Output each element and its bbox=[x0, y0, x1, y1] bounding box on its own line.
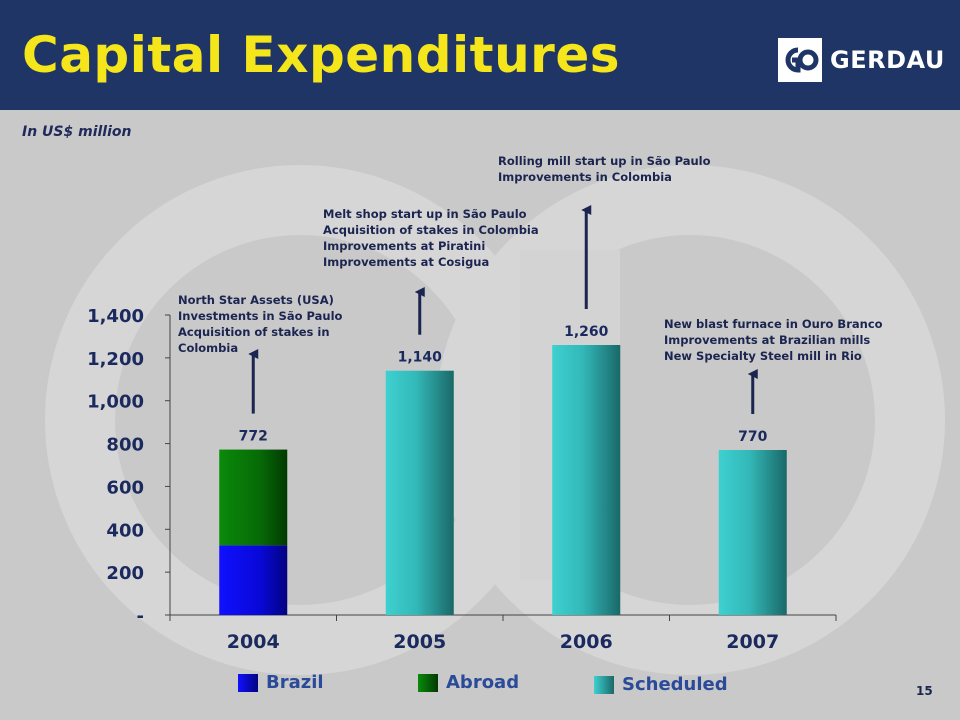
data-label-2007: 770 bbox=[738, 429, 767, 445]
bar-scheduled-2005 bbox=[385, 370, 454, 615]
legend-brazil-label: Brazil bbox=[266, 672, 324, 693]
y-tick-label: - bbox=[137, 606, 144, 627]
x-tick-label: 2006 bbox=[560, 631, 613, 653]
annotation-2004: North Star Assets (USA) Investments in Sã… bbox=[178, 292, 342, 356]
annotation-2006: Rolling mill start up in São Paulo Improv… bbox=[498, 153, 711, 185]
annotation-line: Colombia bbox=[178, 341, 239, 355]
logo-mark-icon bbox=[778, 38, 822, 82]
annotation-arrows bbox=[248, 205, 758, 414]
legend-scheduled: Scheduled bbox=[594, 674, 728, 695]
chart-bars bbox=[219, 345, 787, 615]
x-tick-label: 2004 bbox=[227, 631, 280, 653]
page-number: 15 bbox=[916, 684, 933, 698]
annotation-2005: Melt shop start up in São Paulo Acquisiti… bbox=[323, 206, 539, 270]
y-tick-label: 1,200 bbox=[87, 349, 144, 370]
y-tick-label: 400 bbox=[106, 520, 144, 541]
annotation-2007: New blast furnace in Ouro Branco Improvem… bbox=[664, 316, 883, 364]
legend-scheduled-swatch bbox=[594, 675, 614, 694]
legend-brazil-swatch bbox=[238, 673, 258, 692]
unit-subtitle: In US$ million bbox=[22, 124, 132, 140]
annotation-line: Rolling mill start up in São Paulo bbox=[498, 154, 711, 168]
chart-axes: - 200 400 600 800 1,000 1,200 1,400 2004 2005 2006… bbox=[87, 306, 837, 653]
annotation-line: New blast furnace in Ouro Branco bbox=[664, 317, 883, 331]
legend-abroad-swatch bbox=[418, 673, 438, 692]
chart-labels: 772 1,140 1,260 770 bbox=[239, 324, 768, 445]
legend-abroad-label: Abroad bbox=[446, 672, 520, 693]
logo-text: GERDAU bbox=[830, 46, 945, 74]
y-tick-label: 1,000 bbox=[87, 392, 144, 413]
legend-brazil: Brazil bbox=[238, 672, 324, 693]
y-tick-label: 200 bbox=[106, 563, 144, 584]
data-label-2004: 772 bbox=[239, 429, 268, 445]
bar-scheduled-2006 bbox=[552, 345, 621, 615]
annotation-line: Acquisition of stakes in bbox=[178, 325, 330, 339]
bar-abroad-2004 bbox=[219, 449, 288, 546]
bar-scheduled-2007 bbox=[718, 450, 787, 615]
legend-abroad: Abroad bbox=[418, 672, 519, 693]
annotation-line: Improvements in Colombia bbox=[498, 170, 672, 184]
header-bar: Capital Expenditures GERDAU bbox=[0, 0, 960, 110]
annotation-line: New Specialty Steel mill in Rio bbox=[664, 349, 862, 363]
y-tick-label: 1,400 bbox=[87, 306, 144, 327]
x-tick-label: 2007 bbox=[726, 631, 779, 653]
legend-scheduled-label: Scheduled bbox=[622, 674, 728, 695]
annotation-line: Improvements at Cosigua bbox=[323, 255, 490, 269]
page-title: Capital Expenditures bbox=[22, 26, 621, 84]
annotation-line: Investments in São Paulo bbox=[178, 309, 343, 323]
y-tick-label: 600 bbox=[106, 477, 144, 498]
data-label-2005: 1,140 bbox=[398, 350, 443, 366]
annotation-line: Acquisition of stakes in Colombia bbox=[323, 223, 539, 237]
annotation-line: Melt shop start up in São Paulo bbox=[323, 207, 527, 221]
bar-brazil-2004 bbox=[219, 545, 288, 615]
annotation-line: Improvements at Piratini bbox=[323, 239, 486, 253]
y-tick-label: 800 bbox=[106, 435, 144, 456]
data-label-2006: 1,260 bbox=[564, 324, 609, 340]
annotation-line: North Star Assets (USA) bbox=[178, 293, 334, 307]
annotation-line: Improvements at Brazilian mills bbox=[664, 333, 871, 347]
gerdau-logo: GERDAU bbox=[778, 38, 945, 82]
x-tick-label: 2005 bbox=[393, 631, 446, 653]
